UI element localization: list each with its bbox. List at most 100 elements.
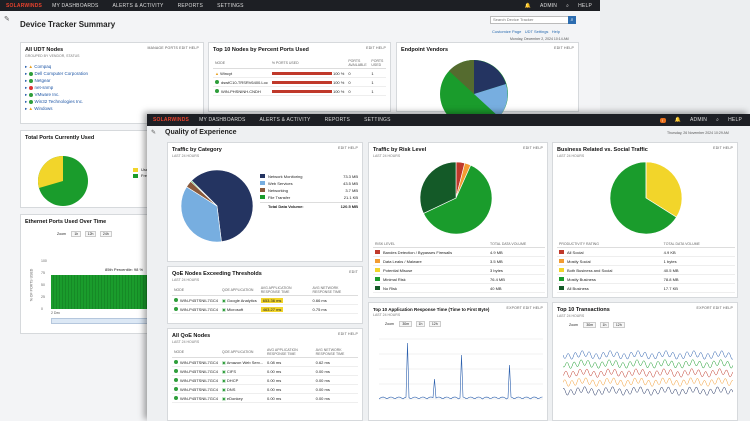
table-row[interactable]: All Business 17.7 KB — [557, 283, 735, 293]
table-row[interactable]: Data Leaks / Malware 3.5 MB — [373, 256, 545, 266]
panel-links[interactable]: EXPORT EDIT HELP — [696, 306, 733, 310]
pie-slice[interactable] — [180, 186, 222, 243]
back-search-icon[interactable]: ⌕ — [566, 2, 570, 9]
transactions-zoom: Zoom 30m 1h 12h — [567, 322, 733, 328]
table-row[interactable]: WIN-P45TSNIL7GC4 ▣ Microsoft 463.27 ms 0.75… — [172, 304, 358, 314]
table-row[interactable]: dswfC10-TRSRV6400.Loc 100 % 0 1 — [213, 77, 386, 87]
panel-subtitle: LAST 24 HOURS — [172, 154, 200, 158]
tree-item[interactable]: ▸ Dell Computer Corporation — [25, 71, 89, 76]
front-bell-icon[interactable]: 🔔 — [674, 117, 681, 123]
panel-links[interactable]: EXPORT EDIT HELP — [506, 306, 543, 310]
table-row[interactable]: WIN-P45TSNIL7GC4 ▣ CIFS 0.00 ms 0.00 ms — [172, 366, 358, 376]
back-bell-icon[interactable]: 🔔 — [524, 2, 531, 9]
front-help-link[interactable]: HELP — [728, 117, 742, 123]
tree-item[interactable]: ▸ net-snmp — [25, 85, 54, 90]
traffic-risk-table: RISK LEVEL TOTAL DATA VOLUME Bandes Detec… — [373, 241, 545, 293]
tree-item[interactable]: ▸ Netgear — [25, 78, 51, 83]
table-row[interactable]: WIN-P45TSNIL7GC4 ▣ DNS 0.00 ms 0.00 ms — [172, 384, 358, 394]
table-row[interactable]: Mostly Social 1 bytes — [557, 256, 735, 266]
app-icon: ▣ — [222, 368, 226, 374]
ethernet-zoom: Zoom 1h 12h 24h — [55, 231, 199, 237]
endpoint-vendors-pie — [440, 60, 508, 128]
front-nav-reports[interactable]: REPORTS — [324, 117, 351, 123]
table-row[interactable]: WIN-P45TSNIL7GC4 ▣ eDonkey 0.00 ms 0.00 ms — [172, 393, 358, 403]
response-time-panel: Top 10 Application Response Time (Time t… — [368, 302, 548, 421]
panel-title: All QoE Nodes — [172, 333, 211, 339]
panel-links[interactable]: EDIT HELP — [366, 46, 386, 50]
all-qoe-table: NODE QOE APPLICATION AVG APPLICATION RESPO… — [172, 347, 358, 403]
all-qoe-nodes-panel: All QoE Nodes LAST 24 HOURS EDIT HELP NO… — [167, 328, 363, 421]
panel-subtitle: LAST 24 HOURS — [557, 154, 585, 158]
pie-slice[interactable] — [419, 161, 457, 214]
front-edit-icon[interactable]: ✎ — [151, 130, 157, 136]
panel-title: Business Related vs. Social Traffic — [557, 147, 648, 153]
transactions-panel: Top 10 Transactions LAST 24 HOURS EXPORT… — [552, 302, 738, 421]
table-row[interactable]: ▲ Wincyt 100 % 0 1 — [213, 68, 386, 78]
front-nav-alerts[interactable]: ALERTS & ACTIVITY — [259, 117, 311, 123]
tree-item[interactable]: ▸ ▲ Compaq — [25, 64, 52, 69]
front-search-icon[interactable]: ⌕ — [716, 117, 720, 123]
back-nav-dashboards[interactable]: MY DASHBOARDS — [52, 2, 99, 9]
table-row[interactable]: WIN-P45TSNIL7GC4 ▣ DHCP 0.00 ms 0.00 ms — [172, 375, 358, 385]
traffic-category-panel: Traffic by Category LAST 24 HOURS EDIT H… — [167, 142, 363, 262]
table-row[interactable]: Potential Misuse 3 bytes — [373, 265, 545, 275]
panel-links[interactable]: EDIT HELP — [338, 146, 358, 150]
zoom-1h-button[interactable]: 1h — [415, 321, 426, 327]
panel-links[interactable]: EDIT HELP — [523, 146, 543, 150]
table-row[interactable]: WIN-P45TSNIL7GC4 ▣ Google Analytics 653.36… — [172, 295, 358, 305]
back-help-link[interactable]: HELP — [578, 2, 592, 9]
response-time-chart — [379, 338, 543, 400]
transactions-chart — [563, 350, 733, 396]
back-search-field[interactable] — [490, 16, 576, 24]
panel-links[interactable]: EDIT HELP — [338, 332, 358, 336]
panel-links[interactable]: MANAGE PORTS EDIT HELP — [147, 46, 199, 50]
zoom-12h-button[interactable]: 12h — [612, 322, 625, 328]
pie-slice[interactable] — [190, 180, 218, 207]
front-nav-dashboards[interactable]: MY DASHBOARDS — [199, 117, 246, 123]
back-nav-reports[interactable]: REPORTS — [177, 2, 204, 9]
table-row[interactable]: WIN-PHSNINH.CNDH 100 % 0 1 — [213, 86, 386, 96]
back-user-menu[interactable]: ADMIN — [539, 2, 558, 9]
back-search-input[interactable] — [491, 17, 567, 22]
table-row[interactable]: Minimal Risk 76.4 MB — [373, 274, 545, 284]
table-row[interactable]: No Risk 40 MB — [373, 283, 545, 293]
pie-slice[interactable] — [609, 161, 677, 235]
zoom-1h-button[interactable]: 1h — [71, 231, 82, 237]
customize-page-link[interactable]: Customize Page — [492, 29, 522, 34]
back-search-button[interactable]: ⌕ — [568, 16, 576, 24]
endpoint-vendors-panel: Endpoint Vendors EDIT HELP — [396, 42, 579, 128]
front-nav-settings[interactable]: SETTINGS — [364, 117, 391, 123]
zoom-24h-button[interactable]: 24h — [99, 231, 112, 237]
udt-settings-link[interactable]: UDT Settings — [524, 29, 549, 34]
back-nav-settings[interactable]: SETTINGS — [217, 2, 244, 9]
back-help-page-link[interactable]: Help — [551, 29, 560, 34]
panel-subtitle: LAST 24 HOURS — [557, 314, 585, 318]
tree-item[interactable]: ▸ ▲ Windows — [25, 106, 53, 111]
total-ports-pie — [38, 156, 88, 206]
table-row[interactable]: Mostly Business 78.8 MB — [557, 274, 735, 284]
panel-links[interactable]: EDIT HELP — [554, 46, 574, 50]
zoom-12h-button[interactable]: 12h — [84, 231, 97, 237]
zoom-30m-button[interactable]: 30m — [399, 321, 413, 327]
series-line — [563, 350, 733, 360]
legend-total: Total Data Volume: 120.5 MB — [260, 202, 358, 210]
table-row[interactable]: WIN-P45TSNIL7GC4 ▣ Amazon Web Serv... 0.08… — [172, 357, 358, 367]
table-row[interactable]: Both Business and Social 40.5 MB — [557, 265, 735, 275]
business-social-pie — [609, 161, 683, 235]
pie-slice[interactable] — [423, 164, 493, 235]
tree-item[interactable]: ▸ Win32 Technologies Inc. — [25, 99, 84, 104]
zoom-12h-button[interactable]: 12h — [428, 321, 441, 327]
zoom-30m-button[interactable]: 30m — [583, 322, 597, 328]
series-line — [379, 342, 543, 400]
back-edit-icon[interactable]: ✎ — [4, 16, 10, 23]
front-alert-badge-icon[interactable]: ! — [660, 117, 666, 123]
back-nav-alerts[interactable]: ALERTS & ACTIVITY — [112, 2, 164, 9]
pie-slice[interactable] — [191, 169, 254, 243]
table-row[interactable]: Bandes Detection / Bypasses Firewalls 4.9… — [373, 247, 545, 257]
zoom-1h-button[interactable]: 1h — [599, 322, 610, 328]
front-user-menu[interactable]: ADMIN — [689, 117, 708, 123]
panel-links[interactable]: EDIT HELP — [713, 146, 733, 150]
table-row[interactable]: All Social 4.9 KB — [557, 247, 735, 257]
tree-item[interactable]: ▸ VMware Inc. — [25, 92, 60, 97]
panel-links[interactable]: EDIT — [349, 270, 358, 274]
